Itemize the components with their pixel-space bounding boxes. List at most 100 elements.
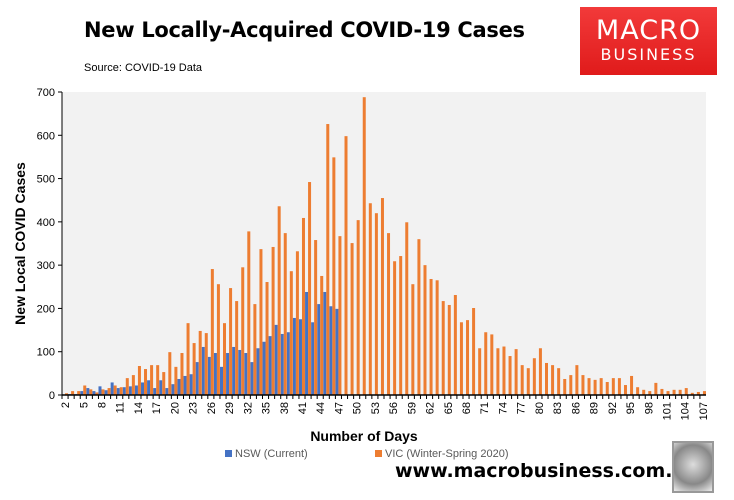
bar-vic-day-100 xyxy=(660,388,664,395)
bar-vic-day-24 xyxy=(198,330,202,395)
x-tick-label: 2 xyxy=(60,402,72,408)
bar-vic-day-8 xyxy=(101,389,105,395)
x-tick-label: 107 xyxy=(698,402,710,420)
x-tick-label: 98 xyxy=(643,402,655,414)
bar-vic-day-41 xyxy=(301,217,305,395)
bar-nsw-day-45 xyxy=(323,291,327,395)
wolf-logo-image xyxy=(672,441,714,493)
x-tick-label: 71 xyxy=(479,402,491,414)
x-tick-label: 38 xyxy=(279,402,291,414)
bar-nsw-day-10 xyxy=(110,382,114,395)
bar-vic-day-14 xyxy=(137,366,141,395)
bar-vic-day-49 xyxy=(350,243,354,395)
bar-nsw-day-27 xyxy=(213,353,217,395)
bar-vic-day-94 xyxy=(623,385,627,395)
y-tick-label: 500 xyxy=(37,174,55,186)
bar-nsw-day-21 xyxy=(177,378,181,395)
bar-vic-day-32 xyxy=(247,231,251,395)
bar-vic-day-28 xyxy=(223,323,226,395)
bar-vic-day-59 xyxy=(411,284,415,395)
bar-vic-day-11 xyxy=(119,387,123,395)
bar-nsw-day-20 xyxy=(171,384,175,395)
bar-vic-day-81 xyxy=(545,362,548,395)
bar-nsw-day-5 xyxy=(80,391,84,395)
bar-vic-day-17 xyxy=(156,365,160,395)
x-tick-label: 32 xyxy=(242,402,254,414)
bar-nsw-day-22 xyxy=(183,375,187,395)
x-tick-label: 104 xyxy=(680,402,692,420)
bar-nsw-day-14 xyxy=(134,385,138,395)
legend-swatch-nsw xyxy=(225,450,232,457)
bar-vic-day-63 xyxy=(435,280,439,395)
bar-vic-day-85 xyxy=(569,375,573,395)
bar-vic-day-69 xyxy=(472,308,476,395)
bar-vic-day-64 xyxy=(441,301,445,395)
bar-vic-day-2 xyxy=(65,393,69,395)
y-tick-label: 100 xyxy=(37,347,55,359)
bar-vic-day-22 xyxy=(186,323,190,395)
y-tick-label: 300 xyxy=(37,260,55,272)
bar-vic-day-97 xyxy=(642,389,646,395)
x-tick-label: 86 xyxy=(570,402,582,414)
bar-nsw-day-38 xyxy=(280,333,284,395)
bar-nsw-day-17 xyxy=(153,388,157,395)
chart-title: New Locally-Acquired COVID-19 Cases xyxy=(84,18,525,42)
x-tick-label: 26 xyxy=(206,402,218,414)
bar-vic-day-42 xyxy=(308,182,312,395)
bar-vic-day-27 xyxy=(216,284,220,395)
bar-vic-day-105 xyxy=(690,392,694,395)
bar-vic-day-84 xyxy=(563,378,567,395)
x-tick-label: 5 xyxy=(78,402,90,408)
bar-nsw-day-31 xyxy=(238,349,242,395)
bar-vic-day-15 xyxy=(144,369,148,395)
bar-vic-day-9 xyxy=(107,388,111,395)
bar-vic-day-33 xyxy=(253,304,257,395)
bar-nsw-day-44 xyxy=(317,304,321,395)
bar-vic-day-86 xyxy=(575,365,579,395)
x-tick-label: 92 xyxy=(607,402,619,414)
bar-vic-day-89 xyxy=(593,379,597,395)
x-tick-label: 44 xyxy=(315,402,327,414)
bar-vic-day-50 xyxy=(356,220,360,395)
bar-vic-day-12 xyxy=(125,378,129,395)
bar-nsw-day-13 xyxy=(128,386,132,395)
bar-vic-day-98 xyxy=(648,391,652,395)
bar-nsw-day-42 xyxy=(305,291,309,395)
legend-swatch-vic xyxy=(375,450,382,457)
y-tick-label: 700 xyxy=(37,87,55,99)
bar-vic-day-76 xyxy=(514,349,518,395)
bar-vic-day-7 xyxy=(95,392,99,395)
bar-nsw-day-12 xyxy=(122,387,126,395)
x-tick-label: 68 xyxy=(461,402,473,414)
bar-nsw-day-26 xyxy=(207,356,211,395)
bar-vic-day-36 xyxy=(271,246,275,395)
bar-vic-day-102 xyxy=(672,389,676,395)
y-tick-label: 600 xyxy=(37,130,55,142)
bar-nsw-day-43 xyxy=(311,322,315,395)
macrobusiness-logo: MACRO BUSINESS xyxy=(580,7,717,75)
x-tick-label: 56 xyxy=(388,402,400,414)
bar-vic-day-55 xyxy=(387,233,391,395)
bar-vic-day-99 xyxy=(654,382,658,395)
bar-nsw-day-8 xyxy=(98,386,102,395)
bar-vic-day-82 xyxy=(551,365,555,395)
x-tick-label: 41 xyxy=(297,402,309,414)
bar-nsw-day-30 xyxy=(232,346,236,395)
bar-vic-day-80 xyxy=(538,348,542,395)
bar-nsw-day-29 xyxy=(226,353,230,395)
bar-vic-day-5 xyxy=(83,385,87,395)
bar-vic-day-4 xyxy=(77,391,81,395)
bar-vic-day-39 xyxy=(289,271,293,395)
bar-vic-day-13 xyxy=(131,375,135,395)
bar-nsw-day-35 xyxy=(262,341,266,395)
logo-line1: MACRO xyxy=(595,15,702,46)
bar-nsw-day-40 xyxy=(292,317,296,395)
x-tick-label: 77 xyxy=(516,402,528,414)
bar-vic-day-31 xyxy=(241,267,245,395)
bar-vic-day-10 xyxy=(113,385,117,395)
bar-nsw-day-9 xyxy=(104,390,108,395)
bar-vic-day-6 xyxy=(89,389,93,395)
bar-vic-day-35 xyxy=(265,282,269,395)
x-tick-label: 8 xyxy=(97,402,109,408)
